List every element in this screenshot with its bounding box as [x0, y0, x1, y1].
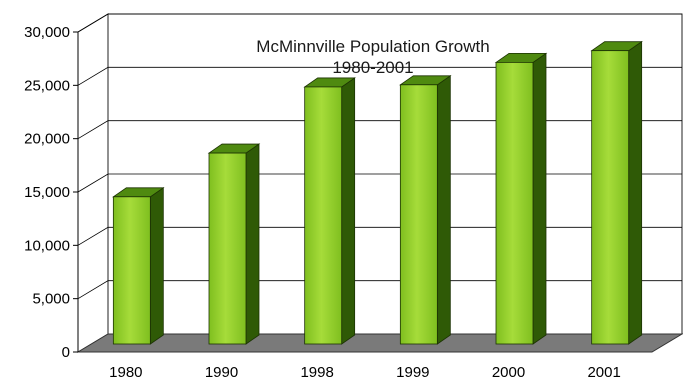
gridline	[77, 13, 682, 33]
bar-front	[495, 62, 534, 345]
gridline	[77, 226, 682, 246]
y-tick-label: 30,000	[24, 24, 70, 41]
bar-1990	[207, 143, 261, 345]
bar-front	[591, 50, 630, 345]
bar-2001	[590, 40, 643, 345]
y-tick-label: 5,000	[32, 291, 70, 308]
x-tick-label: 2000	[492, 364, 525, 381]
y-tick-label: 15,000	[24, 184, 70, 201]
bar-front	[304, 86, 343, 345]
x-tick-label: 1999	[396, 364, 429, 381]
y-tick-label: 25,000	[24, 77, 70, 94]
gridline	[77, 120, 682, 140]
y-tick-label: 10,000	[24, 237, 70, 254]
bar-2000	[494, 52, 548, 345]
bar-front	[208, 152, 247, 345]
bar-side	[245, 143, 260, 345]
bar-side	[532, 52, 547, 345]
gridline	[77, 173, 682, 193]
bar-side	[628, 40, 643, 345]
bar-1999	[399, 75, 452, 345]
bar-side	[149, 187, 164, 345]
y-tick-label: 20,000	[24, 131, 70, 148]
gridlines	[77, 13, 682, 300]
gridline	[77, 66, 682, 86]
x-tick-label: 2001	[587, 364, 620, 381]
y-axis-ticks: 0 5,000 10,000 15,000 20,000 25,000 30,000	[24, 24, 79, 361]
bar-side	[341, 77, 356, 345]
bar-front	[399, 84, 438, 345]
bar-side	[436, 75, 451, 345]
bar-1998	[303, 77, 356, 345]
gridline	[77, 280, 682, 300]
x-axis-ticks: 1980 1990 1998 1999 2000 2001	[109, 364, 621, 381]
x-tick-label: 1998	[300, 364, 333, 381]
x-tick-label: 1980	[109, 364, 142, 381]
y-tick-label: 0	[62, 344, 70, 361]
chart-subtitle: 1980-2001	[332, 58, 413, 77]
bar-1980	[112, 187, 165, 345]
bars	[112, 40, 643, 345]
chart-title: McMinnville Population Growth	[256, 37, 489, 56]
bar-front	[112, 196, 151, 345]
x-tick-label: 1990	[205, 364, 238, 381]
